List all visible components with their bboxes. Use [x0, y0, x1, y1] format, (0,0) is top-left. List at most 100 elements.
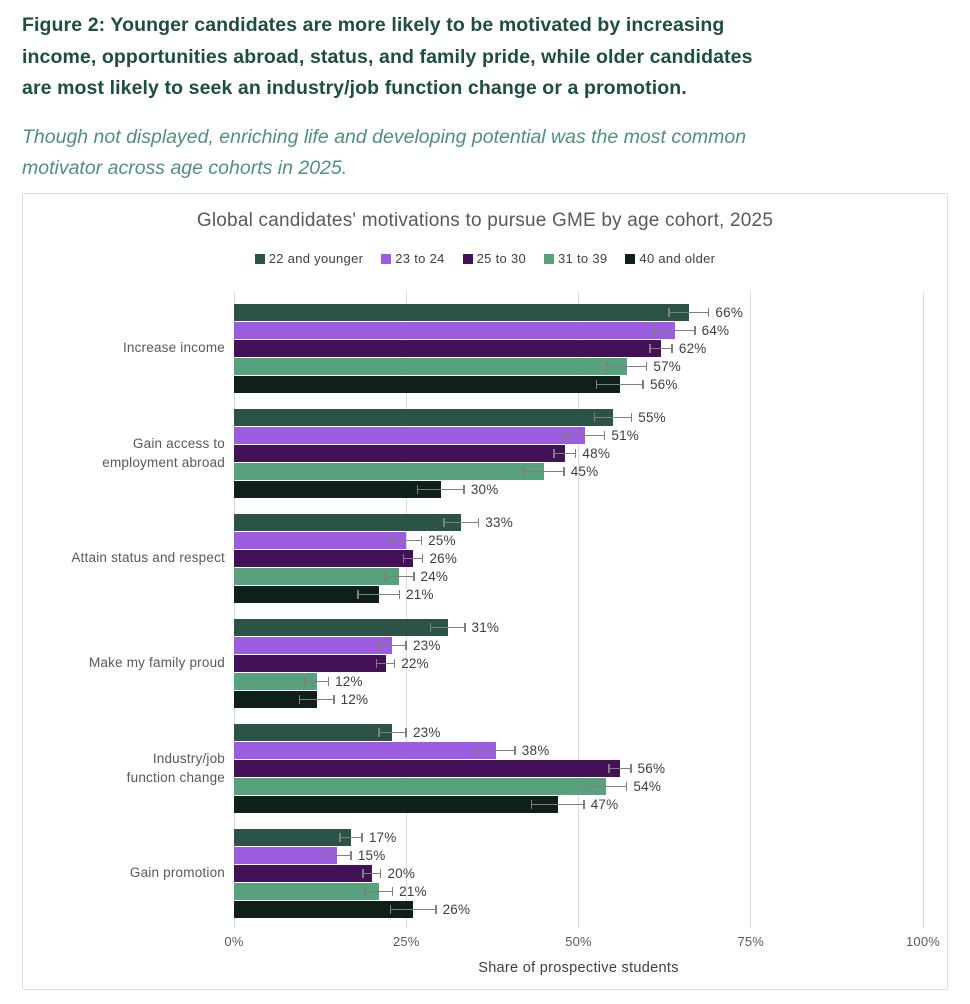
error-bar [378, 644, 407, 647]
error-bar-cap-left [668, 308, 670, 317]
error-bar-cap-left [523, 467, 525, 476]
error-bar [357, 593, 401, 596]
error-bar-cap-right [642, 380, 644, 389]
bar-value-label: 17% [368, 829, 397, 845]
legend-label: 23 to 24 [395, 251, 445, 266]
figure-header: Figure 2: Younger candidates are more li… [0, 0, 970, 184]
bar-value-label: 23% [412, 637, 441, 653]
bar [234, 673, 317, 690]
error-bar [322, 854, 352, 857]
error-bar-cap-left [375, 659, 378, 668]
error-bar-cap-right [391, 887, 394, 896]
error-bar-cap-right [393, 659, 396, 668]
error-bar [416, 488, 465, 491]
error-bar [375, 662, 396, 665]
error-bar-cap-right [563, 467, 565, 476]
legend-label: 40 and older [639, 251, 716, 266]
bar-value-label: 56% [637, 760, 666, 776]
bar-value-label: 56% [649, 376, 678, 392]
bar-value-label: 24% [420, 568, 449, 584]
bar-value-label: 45% [570, 463, 599, 479]
category-label: Gain access to employment abroad [102, 436, 225, 470]
error-bar-cap-right [350, 851, 352, 860]
gridline [750, 292, 752, 928]
bar [234, 358, 627, 375]
bar-value-label: 22% [401, 655, 429, 671]
error-bar-cap-left [530, 800, 533, 809]
error-bar-cap-right [398, 590, 401, 599]
error-bar-cap-right [420, 536, 423, 545]
category-label: Attain status and respect [71, 550, 225, 566]
bar-value-label: 31% [471, 619, 500, 635]
bar [234, 322, 675, 339]
category-label: Increase income [122, 340, 225, 356]
bar-value-label: 64% [701, 322, 730, 338]
axis-tick-label: 75% [737, 934, 765, 949]
legend-label: 25 to 30 [476, 251, 527, 266]
gridline [922, 292, 924, 928]
error-bar-cap-left [593, 413, 596, 422]
error-bar-cap-left [378, 641, 380, 650]
error-bar [364, 890, 394, 893]
bar-value-label: 26% [429, 550, 458, 566]
bar-value-label: 38% [521, 742, 550, 758]
error-bar [608, 767, 632, 770]
error-bar-cap-right [707, 308, 710, 317]
chart-card: Global candidates' motivations to pursue… [22, 193, 948, 990]
error-bar [565, 434, 606, 437]
bar [234, 409, 613, 426]
error-bar-cap-left [298, 695, 301, 704]
bar-value-label: 20% [387, 865, 416, 881]
error-bar [389, 908, 437, 911]
category-label: Industry/job function change [126, 751, 225, 785]
error-bar-cap-left [389, 905, 392, 914]
axis-tick-label: 0% [224, 934, 244, 949]
error-bar [584, 785, 628, 788]
bar [234, 304, 689, 321]
error-bar-cap-right [405, 728, 407, 737]
bar [234, 340, 662, 357]
bar [234, 883, 379, 900]
error-bar [362, 872, 382, 875]
error-bar-cap-left [654, 326, 656, 335]
error-bar-cap-left [443, 518, 445, 527]
error-bar [668, 311, 710, 314]
legend-item-3: 31 to 39 [544, 251, 607, 266]
bar [234, 481, 441, 498]
error-bar-cap-right [583, 800, 585, 809]
error-bar [523, 470, 565, 473]
error-bar-cap-left [362, 869, 364, 878]
bar-value-label: 57% [653, 358, 682, 374]
error-bar-cap-right [464, 623, 466, 632]
error-bar [304, 680, 330, 683]
error-bar-cap-right [379, 869, 382, 878]
bar-value-label: 66% [715, 304, 744, 320]
error-bar-cap-right [333, 695, 335, 704]
error-bar-cap-left [402, 554, 405, 563]
error-bar-cap-left [322, 851, 325, 860]
bar [234, 637, 393, 654]
bar [234, 778, 607, 795]
legend-swatch-icon [381, 253, 392, 264]
error-bar [649, 347, 673, 350]
error-bar [298, 698, 335, 701]
bar [234, 847, 338, 864]
error-bar [530, 803, 585, 806]
legend-label: 31 to 39 [558, 251, 608, 266]
bar-value-label: 23% [412, 724, 441, 740]
error-bar-cap-right [625, 782, 628, 791]
legend-swatch-icon [254, 253, 265, 264]
bar [234, 655, 386, 672]
bar [234, 586, 379, 603]
error-bar-cap-left [606, 362, 608, 371]
error-bar-cap-left [649, 344, 651, 353]
bar [234, 760, 620, 777]
error-bar-cap-left [475, 746, 478, 755]
error-bar-cap-right [630, 413, 633, 422]
error-bar-cap-left [378, 728, 380, 737]
error-bar [384, 575, 415, 578]
bar [234, 376, 620, 393]
error-bar-cap-right [574, 449, 577, 458]
legend-item-1: 23 to 24 [381, 251, 444, 266]
